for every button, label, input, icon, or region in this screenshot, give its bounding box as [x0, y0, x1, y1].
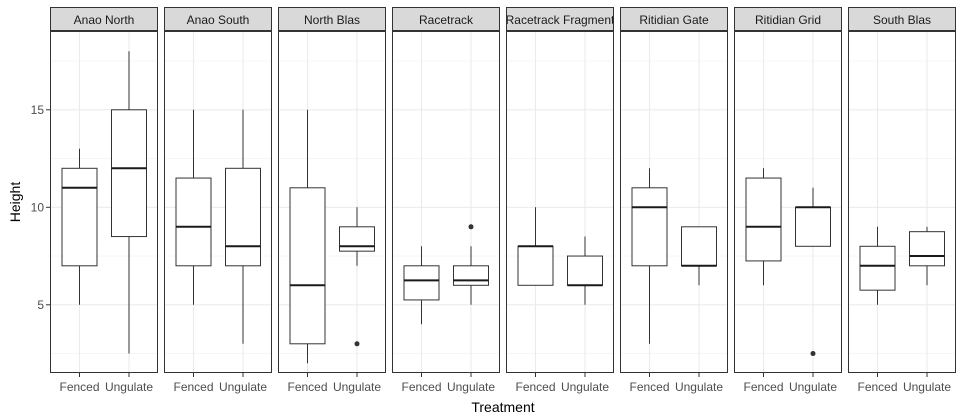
x-tick-label: Ungulate	[561, 380, 609, 394]
facet-strip-label: Racetrack	[419, 13, 474, 27]
panel-border	[392, 31, 500, 373]
strip-background	[734, 7, 842, 31]
x-tick-label: Ungulate	[675, 380, 723, 394]
panel-border	[734, 31, 842, 373]
boxplot-fenced	[517, 207, 554, 286]
box-iqr	[909, 231, 945, 267]
facet-panel: Ritidian Grid Fenced Ungulate	[734, 7, 842, 394]
y-tick-label: 10	[31, 200, 45, 214]
boxplot-ungulate	[795, 187, 831, 357]
box-iqr	[453, 265, 489, 286]
boxplot-ungulate	[339, 207, 375, 347]
box-iqr	[681, 226, 717, 267]
box-iqr	[795, 206, 831, 247]
boxplot-fenced	[61, 148, 98, 305]
box-iqr	[61, 167, 98, 267]
boxplot-ungulate	[453, 224, 489, 305]
x-axis-title: Treatment	[471, 399, 534, 415]
panel-border	[278, 31, 386, 373]
boxplot-fenced	[745, 168, 782, 286]
strip-background	[848, 7, 956, 31]
x-tick-label: Ungulate	[333, 380, 381, 394]
x-tick-label: Ungulate	[447, 380, 495, 394]
panel-background	[506, 31, 614, 373]
boxplot-ungulate	[225, 109, 261, 344]
y-axis: 5 10 15	[31, 103, 50, 312]
panel-background	[848, 31, 956, 373]
box-iqr	[517, 245, 554, 286]
box-iqr	[567, 255, 603, 286]
facet-panel: South Blas Fenced Ungulate	[848, 7, 956, 394]
x-tick-label: Ungulate	[903, 380, 951, 394]
strip-background	[506, 7, 614, 31]
facet-panel: Ritidian Gate Fenced Ungulate	[620, 7, 728, 394]
outlier-point	[468, 224, 474, 230]
boxplot-ungulate	[567, 236, 603, 305]
strip-background	[50, 7, 158, 31]
facet-strip-label: Anao North	[74, 13, 135, 27]
facet-strip-label: Racetrack Fragment	[506, 13, 615, 27]
facet-panels: Anao North Fenced Ungulate Anao South Fenced…	[50, 7, 956, 394]
panel-border	[620, 31, 728, 373]
outlier-point	[810, 351, 816, 357]
box-iqr	[225, 167, 261, 267]
x-tick-label: Fenced	[59, 380, 99, 394]
x-tick-label: Fenced	[173, 380, 213, 394]
box-iqr	[339, 226, 375, 252]
facet-strip-label: South Blas	[873, 13, 931, 27]
box-iqr	[289, 187, 326, 345]
x-tick-label: Fenced	[287, 380, 327, 394]
x-tick-label: Fenced	[515, 380, 555, 394]
box-iqr	[631, 187, 668, 267]
x-tick-label: Ungulate	[789, 380, 837, 394]
box-iqr	[745, 177, 782, 262]
x-tick-label: Fenced	[401, 380, 441, 394]
panel-border	[848, 31, 956, 373]
facet-panel: Anao North Fenced Ungulate	[50, 7, 158, 394]
facet-strip-label: Anao South	[187, 13, 250, 27]
boxplot-ungulate	[681, 226, 717, 286]
boxplot-fenced	[631, 168, 668, 344]
box-iqr	[111, 109, 147, 238]
x-tick-label: Ungulate	[105, 380, 153, 394]
strip-background	[278, 7, 386, 31]
panel-border	[164, 31, 272, 373]
strip-background	[620, 7, 728, 31]
y-tick-label: 5	[37, 298, 44, 312]
facet-panel: Anao South Fenced Ungulate	[164, 7, 272, 394]
boxplot-fenced	[289, 109, 326, 364]
x-tick-label: Fenced	[743, 380, 783, 394]
facet-panel: Racetrack Fragment Fenced Ungulate	[506, 7, 615, 394]
strip-background	[164, 7, 272, 31]
outlier-point	[354, 341, 360, 347]
x-tick-label: Ungulate	[219, 380, 267, 394]
x-tick-label: Fenced	[629, 380, 669, 394]
facet-strip-label: North Blas	[304, 13, 360, 27]
panel-border	[506, 31, 614, 373]
facet-strip-label: Ritidian Grid	[755, 13, 821, 27]
panel-background	[392, 31, 500, 373]
facet-strip-label: Ritidian Gate	[639, 13, 709, 27]
boxplot-fenced	[175, 109, 212, 305]
boxplot-ungulate	[909, 226, 945, 286]
boxplot-fenced	[859, 226, 896, 305]
y-tick-label: 15	[31, 103, 45, 117]
box-iqr	[403, 265, 440, 301]
facet-panel: North Blas Fenced Ungulate	[278, 7, 386, 394]
box-iqr	[175, 177, 212, 267]
boxplot-fenced	[403, 246, 440, 325]
strip-background	[392, 7, 500, 31]
x-tick-label: Fenced	[857, 380, 897, 394]
y-axis-title: Height	[7, 182, 23, 223]
boxplot-ungulate	[111, 51, 147, 354]
panel-border	[50, 31, 158, 373]
facet-panel: Racetrack Fenced Ungulate	[392, 7, 500, 394]
box-iqr	[859, 245, 896, 291]
